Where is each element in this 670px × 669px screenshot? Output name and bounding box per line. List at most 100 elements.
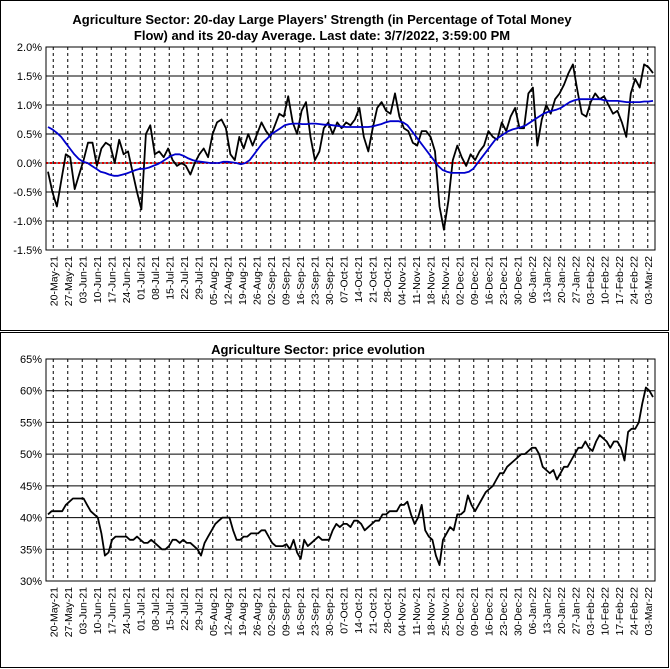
bottom-x-tick-label: 20-Jan-22 — [556, 587, 568, 634]
bottom-chart-plot: 65% 60% 55% 50% 45% 40% 35% 30% 20-May-21 27-May-… — [20, 354, 656, 637]
top-x-tick-label: 27-May-21 — [63, 256, 75, 306]
bottom-x-tick-label: 16-Sep-21 — [295, 587, 307, 636]
bottom-x-tick-label: 21-Oct-21 — [367, 587, 379, 634]
bottom-x-tick-label: 12-Aug-21 — [222, 587, 234, 636]
top-x-tick-label: 13-Jan-22 — [541, 256, 553, 303]
top-x-tick-label: 24-Feb-22 — [628, 256, 640, 305]
top-x-tick-label: 03-Feb-22 — [585, 256, 597, 305]
bottom-x-tick-label: 08-Jul-21 — [150, 587, 162, 631]
top-x-tick-label: 23-Dec-21 — [498, 256, 510, 305]
top-x-tick-label: 22-Jul-21 — [179, 256, 191, 300]
top-x-tick-label: 27-Jan-22 — [570, 256, 582, 303]
top-x-tick-label: 09-Dec-21 — [469, 256, 481, 305]
top-x-tick-label: 16-Dec-21 — [483, 256, 495, 305]
bottom-x-tick-label: 06-Jan-22 — [527, 587, 539, 634]
bottom-x-tick-label: 27-May-21 — [63, 587, 75, 637]
bottom-x-tick-label: 02-Dec-21 — [454, 587, 466, 636]
top-x-tick-label: 26-Aug-21 — [251, 256, 263, 305]
top-x-tick-label: 03-Jun-21 — [77, 256, 89, 303]
top-x-tick-label: 17-Jun-21 — [106, 256, 118, 303]
top-x-tick-label: 10-Feb-22 — [599, 256, 611, 305]
bottom-x-tick-label: 24-Jun-21 — [121, 587, 133, 634]
bottom-x-tick-label: 01-Jul-21 — [135, 587, 147, 631]
top-x-tick-label: 21-Oct-21 — [367, 256, 379, 303]
top-x-tick-label: 11-Nov-21 — [411, 256, 423, 304]
top-x-tick-label: 30-Dec-21 — [512, 256, 524, 305]
top-y-tick-label: 1.0% — [17, 100, 42, 112]
bottom-x-tick-label: 30-Sep-21 — [324, 587, 336, 636]
top-x-tick-label: 01-Jul-21 — [135, 256, 147, 300]
top-x-tick-label: 29-Jul-21 — [193, 256, 205, 300]
top-x-tick-label: 18-Nov-21 — [425, 256, 437, 305]
top-x-tick-label: 10-Jun-21 — [92, 256, 104, 303]
bottom-y-tick-label: 45% — [20, 481, 42, 493]
bottom-x-tick-label: 03-Feb-22 — [585, 587, 597, 636]
top-series-line-1 — [47, 63, 654, 231]
bottom-plot-area — [46, 359, 655, 581]
top-x-tick-label: 04-Nov-21 — [396, 256, 408, 305]
bottom-y-tick-label: 50% — [20, 449, 42, 461]
bottom-x-tick-label: 11-Nov-21 — [411, 587, 423, 635]
bottom-x-tick-label: 24-Feb-22 — [628, 587, 640, 636]
top-y-tick-label: -1.0% — [13, 216, 42, 228]
bottom-x-tick-label: 03-Jun-21 — [77, 587, 89, 634]
top-x-tick-label: 14-Oct-21 — [353, 256, 365, 303]
bottom-y-tick-label: 55% — [20, 417, 42, 429]
bottom-y-tick-label: 40% — [20, 513, 42, 525]
top-plot-border — [45, 46, 656, 251]
top-x-tick-label: 09-Sep-21 — [280, 256, 292, 305]
top-x-tick-label: 24-Jun-21 — [121, 256, 133, 303]
top-x-tick-label: 30-Sep-21 — [324, 256, 336, 305]
top-x-tick-label: 17-Feb-22 — [614, 256, 626, 305]
top-x-tick-label: 02-Sep-21 — [266, 256, 278, 305]
top-y-tick-label: 2.0% — [17, 42, 42, 54]
bottom-x-tick-label: 09-Sep-21 — [280, 587, 292, 636]
bottom-x-tick-label: 03-Mar-22 — [643, 587, 655, 636]
bottom-x-tick-label: 23-Sep-21 — [309, 587, 321, 636]
top-x-tick-label: 06-Jan-22 — [527, 256, 539, 303]
bottom-x-tick-label: 27-Jan-22 — [570, 587, 582, 634]
bottom-y-tick-label: 30% — [20, 576, 42, 588]
bottom-x-tick-label: 18-Nov-21 — [425, 587, 437, 636]
top-x-tick-label: 07-Oct-21 — [338, 256, 350, 303]
bottom-x-tick-label: 17-Feb-22 — [614, 587, 626, 636]
top-x-tick-label: 20-May-21 — [48, 256, 60, 306]
top-series-line-2 — [47, 98, 654, 177]
bottom-y-tick-label: 60% — [20, 386, 42, 398]
top-chart-plot: 2.0% 1.5% 1.0% 0.5% 0.0% -0.5% -1.0% -1.5% 20-Ma… — [13, 42, 656, 306]
top-plot-area — [46, 47, 655, 250]
top-y-tick-label: -1.5% — [13, 245, 42, 257]
bottom-y-tick-label: 35% — [20, 544, 42, 556]
bottom-x-tick-label: 29-Jul-21 — [193, 587, 205, 631]
top-x-tick-label: 08-Jul-21 — [150, 256, 162, 300]
bottom-x-tick-label: 28-Oct-21 — [382, 587, 394, 634]
bottom-x-tick-label: 02-Sep-21 — [266, 587, 278, 636]
bottom-plot-border — [45, 358, 656, 582]
top-x-tick-label: 23-Sep-21 — [309, 256, 321, 305]
bottom-x-tick-label: 20-May-21 — [48, 587, 60, 637]
top-y-tick-label: 1.5% — [17, 71, 42, 83]
top-x-tick-label: 20-Jan-22 — [556, 256, 568, 303]
bottom-chart-title: Agriculture Sector: price evolution — [211, 342, 425, 357]
top-x-tick-label: 16-Sep-21 — [295, 256, 307, 305]
bottom-x-tick-label: 04-Nov-21 — [396, 587, 408, 636]
bottom-x-tick-label: 19-Aug-21 — [237, 587, 249, 636]
bottom-x-tick-label: 05-Aug-21 — [208, 587, 220, 636]
bottom-x-tick-label: 23-Dec-21 — [498, 587, 510, 636]
top-x-tick-label: 02-Dec-21 — [454, 256, 466, 305]
bottom-x-tick-label: 22-Jul-21 — [179, 587, 191, 631]
bottom-x-tick-label: 17-Jun-21 — [106, 587, 118, 634]
top-x-tick-label: 15-Jul-21 — [164, 256, 176, 300]
bottom-x-tick-label: 15-Jul-21 — [164, 587, 176, 631]
top-x-tick-label: 28-Oct-21 — [382, 256, 394, 303]
bottom-x-tick-label: 25-Nov-21 — [440, 587, 452, 636]
top-x-tick-label: 03-Mar-22 — [643, 256, 655, 305]
top-x-tick-label: 25-Nov-21 — [440, 256, 452, 305]
top-chart-title-line-2: Flow) and its 20-day Average. Last date:… — [134, 28, 510, 43]
top-chart-title-line-1: Agriculture Sector: 20-day Large Players… — [72, 12, 572, 27]
bottom-x-tick-label: 16-Dec-21 — [483, 587, 495, 636]
top-y-tick-label: 0.5% — [17, 129, 42, 141]
bottom-x-tick-label: 07-Oct-21 — [338, 587, 350, 634]
